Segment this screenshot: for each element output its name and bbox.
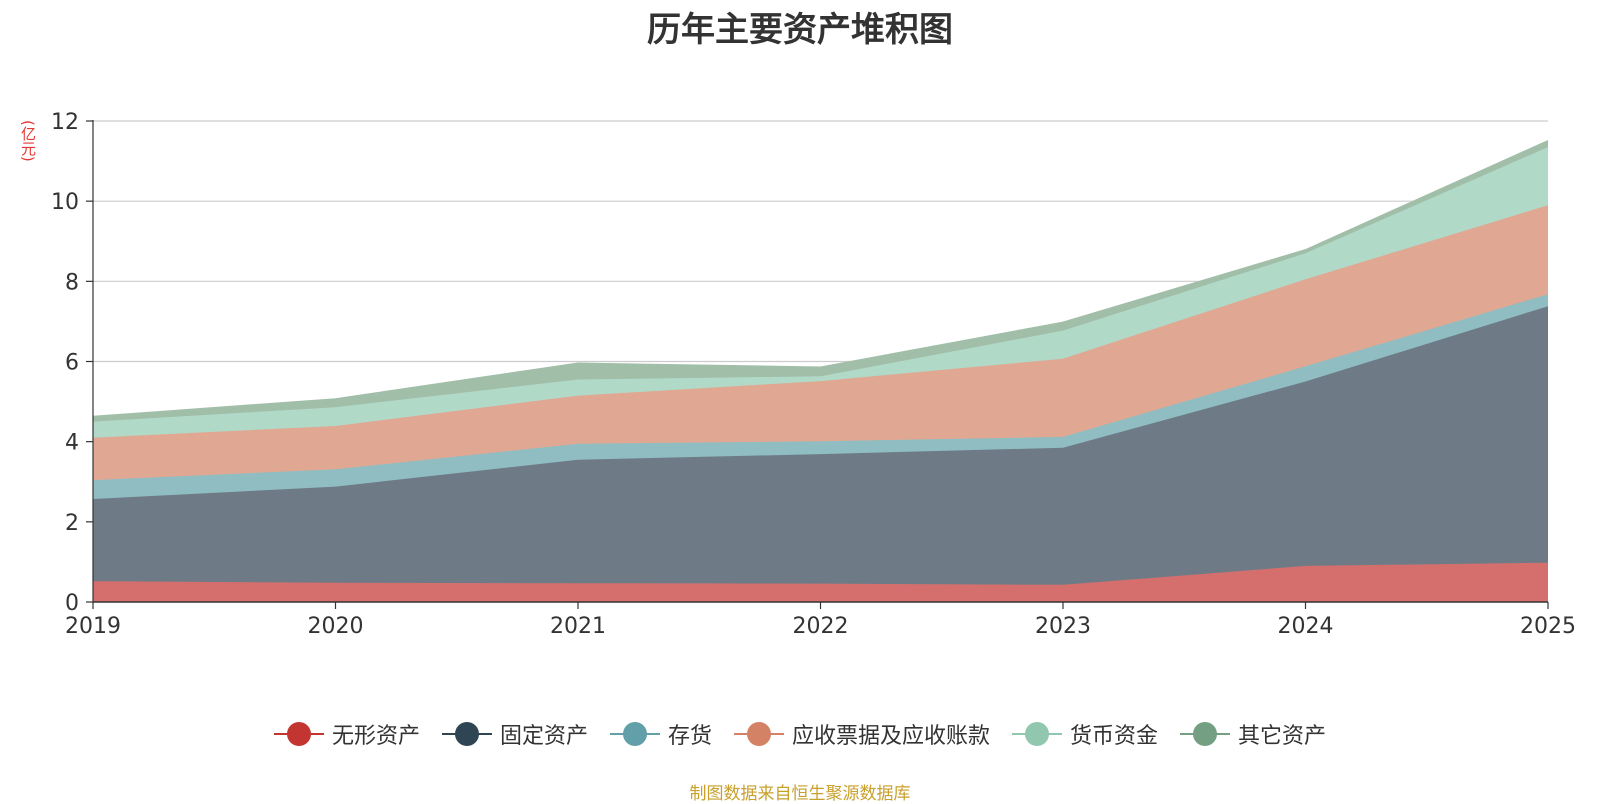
x-tick-label: 2022 (793, 614, 849, 639)
y-tick-label: 4 (65, 431, 79, 456)
chart-title: 历年主要资产堆积图 (647, 10, 953, 50)
legend-label: 其它资产 (1238, 724, 1327, 749)
area-series-1 (93, 562, 1548, 602)
y-tick-label: 10 (51, 190, 79, 215)
legend-marker-icon (1012, 722, 1063, 746)
y-tick-label: 2 (65, 511, 79, 536)
area-series-2 (93, 306, 1548, 585)
legend-label: 存货 (667, 724, 712, 749)
x-tick-label: 2023 (1035, 614, 1091, 639)
legend-item-3[interactable]: 存货 (609, 718, 712, 750)
y-axis-unit-label: (亿元) (19, 120, 37, 162)
x-tick-label: 2021 (550, 614, 606, 639)
legend-label: 固定资产 (499, 724, 588, 749)
legend-marker-icon (1180, 722, 1231, 746)
area-series-5 (93, 147, 1548, 438)
legend-item-4[interactable]: 应收票据及应收账款 (734, 718, 990, 750)
legend-marker-icon (734, 722, 784, 746)
y-tick-label: 6 (65, 351, 79, 376)
y-tick-label: 12 (51, 110, 79, 135)
x-tick-label: 2020 (308, 614, 364, 639)
legend-marker-icon (609, 722, 660, 746)
legend-item-2[interactable]: 固定资产 (441, 718, 588, 750)
legend-label: 无形资产 (331, 724, 420, 749)
legend: 无形资产 固定资产 存货 应收票据及应收账款 货币资金 其它资产 (0, 718, 1600, 750)
data-source-note: 制图数据来自恒生聚源数据库 (689, 784, 911, 804)
legend-item-1[interactable]: 无形资产 (273, 718, 420, 750)
axes: 0 2 4 6 8 10 12 2019 2020 2021 2022 2023 2024 2025 (51, 110, 1576, 639)
area-series (92, 140, 1549, 602)
legend-item-5[interactable]: 货币资金 (1012, 718, 1158, 750)
legend-marker-icon (273, 722, 324, 746)
x-tick-label: 2025 (1520, 614, 1576, 639)
area-series-3 (93, 294, 1548, 499)
y-tick-label: 8 (65, 270, 79, 295)
legend-item-6[interactable]: 其它资产 (1180, 718, 1326, 750)
legend-marker-icon (441, 722, 492, 746)
y-tick-label: 0 (65, 591, 79, 616)
legend-label: 应收票据及应收账款 (792, 724, 991, 749)
x-tick-label: 2019 (65, 614, 121, 639)
legend-label: 货币资金 (1070, 724, 1159, 749)
x-tick-label: 2024 (1278, 614, 1334, 639)
series-line-6 (92, 140, 1549, 418)
